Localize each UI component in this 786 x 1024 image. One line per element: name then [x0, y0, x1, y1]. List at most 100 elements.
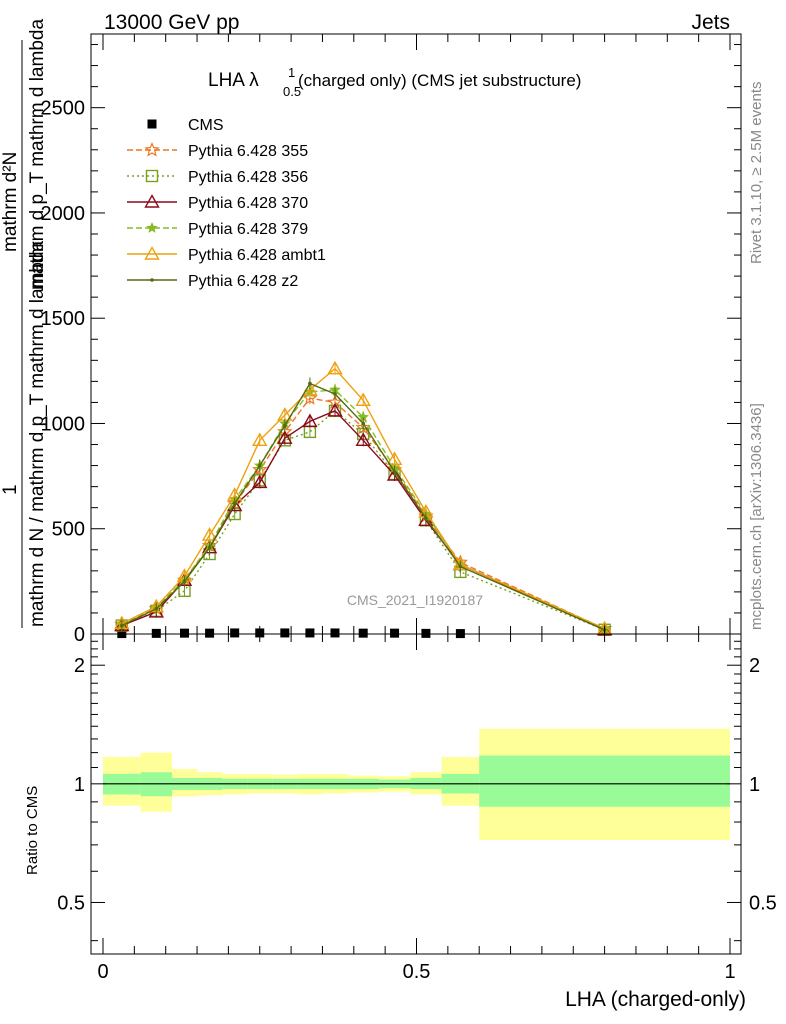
marker-dot	[308, 381, 312, 386]
marker-dot	[232, 501, 237, 506]
legend-label: CMS	[188, 117, 224, 134]
ylabel-main: mathrm d N / mathrm d p_T mathrm d lambd…	[27, 240, 48, 627]
xtick-label: 1	[724, 961, 735, 983]
marker-square	[205, 628, 215, 638]
marker-triangle-open	[252, 432, 268, 447]
rivet-label: Rivet 3.1.10, ≥ 2.5M events	[748, 82, 765, 265]
marker-dot	[333, 392, 337, 396]
marker-square	[151, 628, 161, 638]
marker-triangle-open	[327, 360, 343, 375]
legend-label: Pythia 6.428 379	[188, 221, 308, 238]
header-left: 13000 GeV pp	[104, 11, 239, 34]
ratio-ytick-label-right: 2	[749, 655, 760, 677]
main-ytick-label: 2000	[41, 203, 86, 225]
marker-square	[280, 628, 290, 638]
marker-square	[147, 119, 157, 129]
main-ytick-label: 2500	[41, 98, 86, 120]
title-sup: 1	[288, 65, 295, 80]
marker-dot	[207, 545, 212, 550]
ratio-frame	[90, 633, 742, 955]
marker-square	[421, 628, 431, 638]
legend-entry: Pythia 6.428 379	[127, 221, 308, 238]
main-ytick-label: 1000	[41, 413, 86, 435]
ratio-ytick-label-right: 1	[749, 774, 760, 796]
legend-label: Pythia 6.428 356	[188, 169, 308, 186]
marker-triangle-open	[355, 392, 371, 407]
marker-star	[146, 221, 158, 233]
main-ytick-label: 0	[74, 624, 85, 646]
legend-entry: Pythia 6.428 ambt1	[127, 246, 326, 264]
legend-entry: Pythia 6.428 355	[127, 141, 308, 160]
legend-entry: Pythia 6.428 z2	[127, 273, 298, 290]
ratio-ytick-label: 1	[74, 774, 85, 796]
marker-triangle-open	[277, 430, 293, 444]
marker-square	[180, 628, 190, 638]
marker-triangle-open	[144, 246, 160, 260]
series-line	[121, 389, 605, 630]
marker-star	[252, 461, 268, 477]
main-panel: CMS_2021_I1920187 0 500 1000 1500 2000 2500	[41, 33, 742, 646]
legend-entry: Pythia 6.428 370	[127, 194, 308, 212]
x-axis-label: LHA (charged-only)	[565, 988, 746, 1011]
marker-dot	[120, 623, 124, 628]
marker-dot	[283, 423, 287, 428]
legend-label: Pythia 6.428 ambt1	[188, 247, 326, 264]
ratio-ytick-label: 0.5	[57, 892, 85, 914]
marker-triangle-open	[355, 432, 371, 447]
legend-label: Pythia 6.428 355	[188, 143, 308, 160]
marker-dot	[361, 421, 366, 426]
ratio-ytick-label: 2	[74, 655, 85, 677]
ylabel-numerator: mathrm d²N	[0, 152, 21, 252]
marker-star	[302, 390, 318, 405]
marker-square	[358, 628, 368, 638]
mcplots-label: mcplots.cern.ch [arXiv:1306.3436]	[748, 403, 765, 630]
marker-triangle-open	[327, 402, 343, 417]
marker-dot	[150, 278, 154, 282]
ratio-ytick-label-right: 0.5	[749, 892, 777, 914]
marker-triangle-open	[386, 467, 403, 481]
marker-square	[230, 628, 240, 638]
xtick-label: 0	[97, 961, 108, 983]
legend-label: Pythia 6.428 z2	[188, 273, 298, 290]
main-y-label: mathrm d N / mathrm d p_T mathrm d lambd…	[0, 19, 48, 628]
ratio-y-label: Ratio to CMS	[24, 786, 41, 875]
svg-text:LHA λ: LHA λ	[208, 70, 259, 91]
marker-triangle-open	[144, 194, 160, 208]
marker-square	[390, 628, 400, 638]
ylabel-fraction-one: 1	[0, 484, 21, 495]
marker-dot	[392, 470, 397, 474]
main-ytick-label: 1500	[41, 308, 86, 330]
xtick-label: 0.5	[403, 961, 431, 983]
marker-triangle-open	[386, 451, 403, 465]
marker-triangle-open	[201, 527, 218, 541]
marker-star	[144, 141, 160, 157]
title-sub: 0.5	[283, 84, 301, 99]
marker-square	[305, 628, 315, 638]
watermark: CMS_2021_I1920187	[347, 592, 483, 608]
series-line	[121, 367, 605, 630]
header-right: Jets	[691, 11, 730, 34]
marker-dot	[154, 606, 159, 611]
legend-entry: CMS	[147, 117, 224, 134]
main-ytick-label: 500	[52, 519, 85, 541]
marker-triangle-open	[252, 474, 268, 489]
marker-square-open	[145, 169, 159, 183]
ylabel-denominator: mathrm d p_T mathrm d lambda	[27, 19, 48, 290]
legend-label: Pythia 6.428 370	[188, 195, 308, 212]
marker-dot	[424, 516, 428, 521]
stat-uncertainty-band	[479, 755, 730, 807]
marker-dot	[257, 463, 262, 468]
series-6	[120, 377, 607, 636]
legend-entry: Pythia 6.428 356	[127, 169, 308, 186]
ratio-panel: 0.5 0.5 1 1 2 2 0 0.5 1	[57, 633, 777, 983]
legend: CMS Pythia 6.428 355 Pythia 6.428 356 Pythi…	[127, 117, 326, 290]
marker-triangle-open	[302, 413, 318, 428]
series-line	[121, 382, 605, 631]
marker-dot	[182, 579, 187, 584]
title-main: LHA λ	[208, 70, 259, 91]
plot-title: LHA λ 1 0.5 (charged only) (CMS jet subs…	[208, 65, 581, 99]
title-rest: (charged only) (CMS jet substructure)	[298, 71, 581, 90]
marker-square	[330, 628, 340, 638]
marker-dot	[458, 564, 463, 569]
